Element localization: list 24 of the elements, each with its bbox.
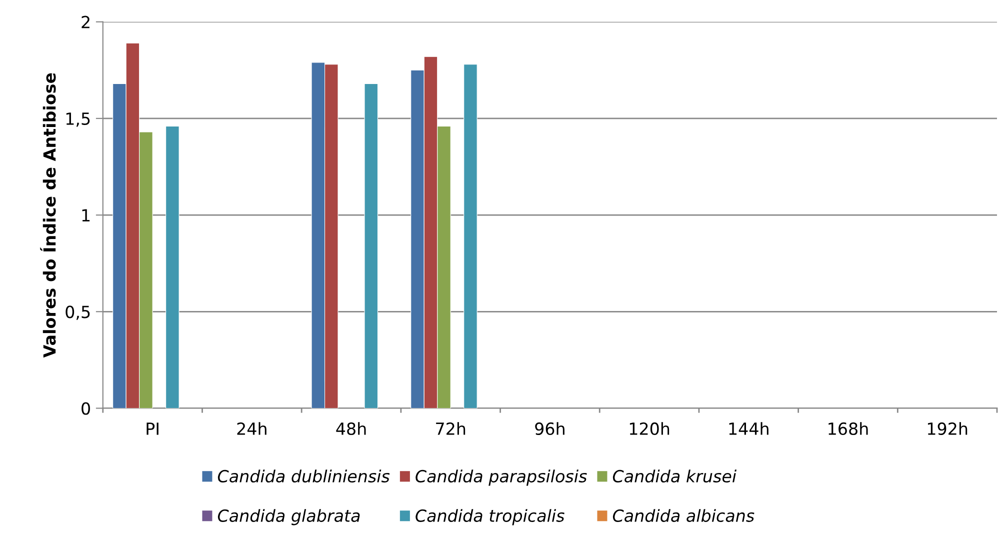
legend-label: Candida glabrata — [218, 509, 360, 526]
x-tick-label: 168h — [828, 422, 868, 436]
bar — [464, 64, 478, 408]
legend-label: Candida albicans — [612, 509, 754, 522]
x-tick-label: 24h — [237, 422, 266, 435]
legend-label: Candida dubliniensis — [218, 470, 390, 483]
x-tick-label: PI — [146, 422, 158, 435]
legend-label: Candida tropicalis — [416, 509, 564, 526]
y-axis-title: Valores do Índice de Antibiose — [40, 73, 56, 358]
legend-label: Candida krusei — [612, 470, 736, 483]
x-tick-label: 72h — [436, 422, 466, 435]
x-tick-label: 48h — [336, 422, 366, 436]
x-tick-label: 192h — [928, 422, 968, 436]
bar — [166, 126, 180, 408]
y-tick-label: 0,5 — [66, 306, 90, 320]
y-tick-label: 1,5 — [66, 112, 90, 127]
bar — [364, 83, 378, 408]
y-tick-label: 0 — [82, 402, 90, 415]
x-tick-label: 120h — [630, 422, 670, 436]
y-tick-label: 2 — [82, 16, 90, 28]
legend-label: Candida parapsilosis — [416, 470, 587, 486]
y-tick-label: 1 — [82, 209, 90, 222]
x-tick-label: 144h — [729, 422, 768, 435]
x-tick-label: 96h — [535, 422, 564, 436]
